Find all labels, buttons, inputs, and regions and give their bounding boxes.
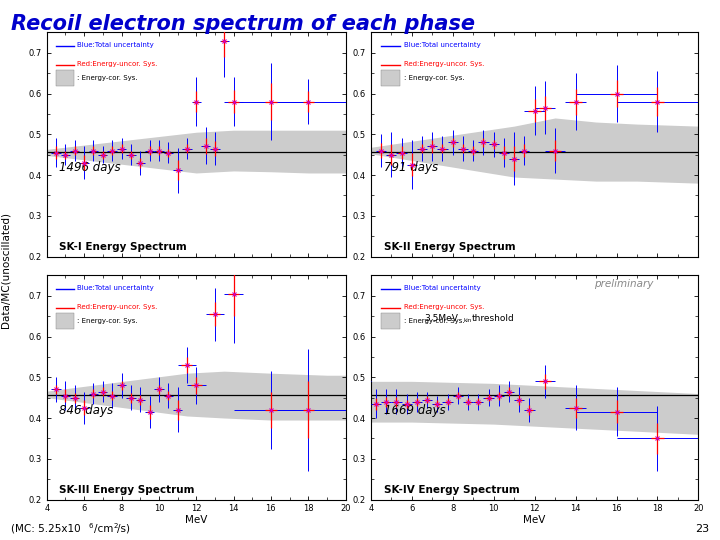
Text: Red:Energy-uncor. Sys.: Red:Energy-uncor. Sys.	[403, 61, 484, 67]
Text: threshold: threshold	[472, 314, 515, 323]
Text: kin: kin	[464, 319, 472, 323]
Text: 6: 6	[89, 523, 93, 529]
Text: 1669 days: 1669 days	[384, 403, 446, 416]
FancyBboxPatch shape	[381, 314, 400, 329]
X-axis label: MeV: MeV	[523, 515, 546, 525]
Text: Data/MC(unoscillated): Data/MC(unoscillated)	[1, 212, 11, 328]
Text: Blue:Total uncertainty: Blue:Total uncertainty	[77, 42, 153, 48]
Text: 23: 23	[695, 523, 709, 534]
Text: Red:Energy-uncor. Sys.: Red:Energy-uncor. Sys.	[403, 304, 484, 310]
Text: preliminary: preliminary	[593, 279, 653, 289]
Text: Blue:Total uncertainty: Blue:Total uncertainty	[403, 285, 480, 291]
Text: Red:Energy-uncor. Sys.: Red:Energy-uncor. Sys.	[77, 304, 157, 310]
FancyBboxPatch shape	[55, 71, 73, 86]
Text: SK-IV Energy Spectrum: SK-IV Energy Spectrum	[384, 485, 520, 495]
Text: Recoil electron spectrum of each phase: Recoil electron spectrum of each phase	[11, 14, 474, 33]
Text: /cm: /cm	[94, 523, 113, 534]
Text: 2: 2	[114, 523, 118, 529]
Text: 846 days: 846 days	[59, 403, 113, 416]
Text: SK-II Energy Spectrum: SK-II Energy Spectrum	[384, 242, 516, 252]
Text: : Energy-cor. Sys.: : Energy-cor. Sys.	[403, 319, 464, 325]
Text: 791 days: 791 days	[384, 160, 438, 173]
Text: Red:Energy-uncor. Sys.: Red:Energy-uncor. Sys.	[77, 61, 157, 67]
Text: : Energy-cor. Sys.: : Energy-cor. Sys.	[403, 76, 464, 82]
Text: /s): /s)	[117, 523, 130, 534]
Text: : Energy-cor. Sys.: : Energy-cor. Sys.	[77, 76, 138, 82]
Text: SK-III Energy Spectrum: SK-III Energy Spectrum	[59, 485, 194, 495]
Text: 1496 days: 1496 days	[59, 160, 120, 173]
Text: (MC: 5.25x10: (MC: 5.25x10	[11, 523, 81, 534]
Text: Blue:Total uncertainty: Blue:Total uncertainty	[77, 285, 153, 291]
Text: 3.5MeV: 3.5MeV	[424, 314, 458, 323]
X-axis label: MeV: MeV	[185, 515, 207, 525]
FancyBboxPatch shape	[55, 314, 73, 329]
FancyBboxPatch shape	[381, 71, 400, 86]
Text: SK-I Energy Spectrum: SK-I Energy Spectrum	[59, 242, 186, 252]
Text: : Energy-cor. Sys.: : Energy-cor. Sys.	[77, 319, 138, 325]
Text: Blue:Total uncertainty: Blue:Total uncertainty	[403, 42, 480, 48]
